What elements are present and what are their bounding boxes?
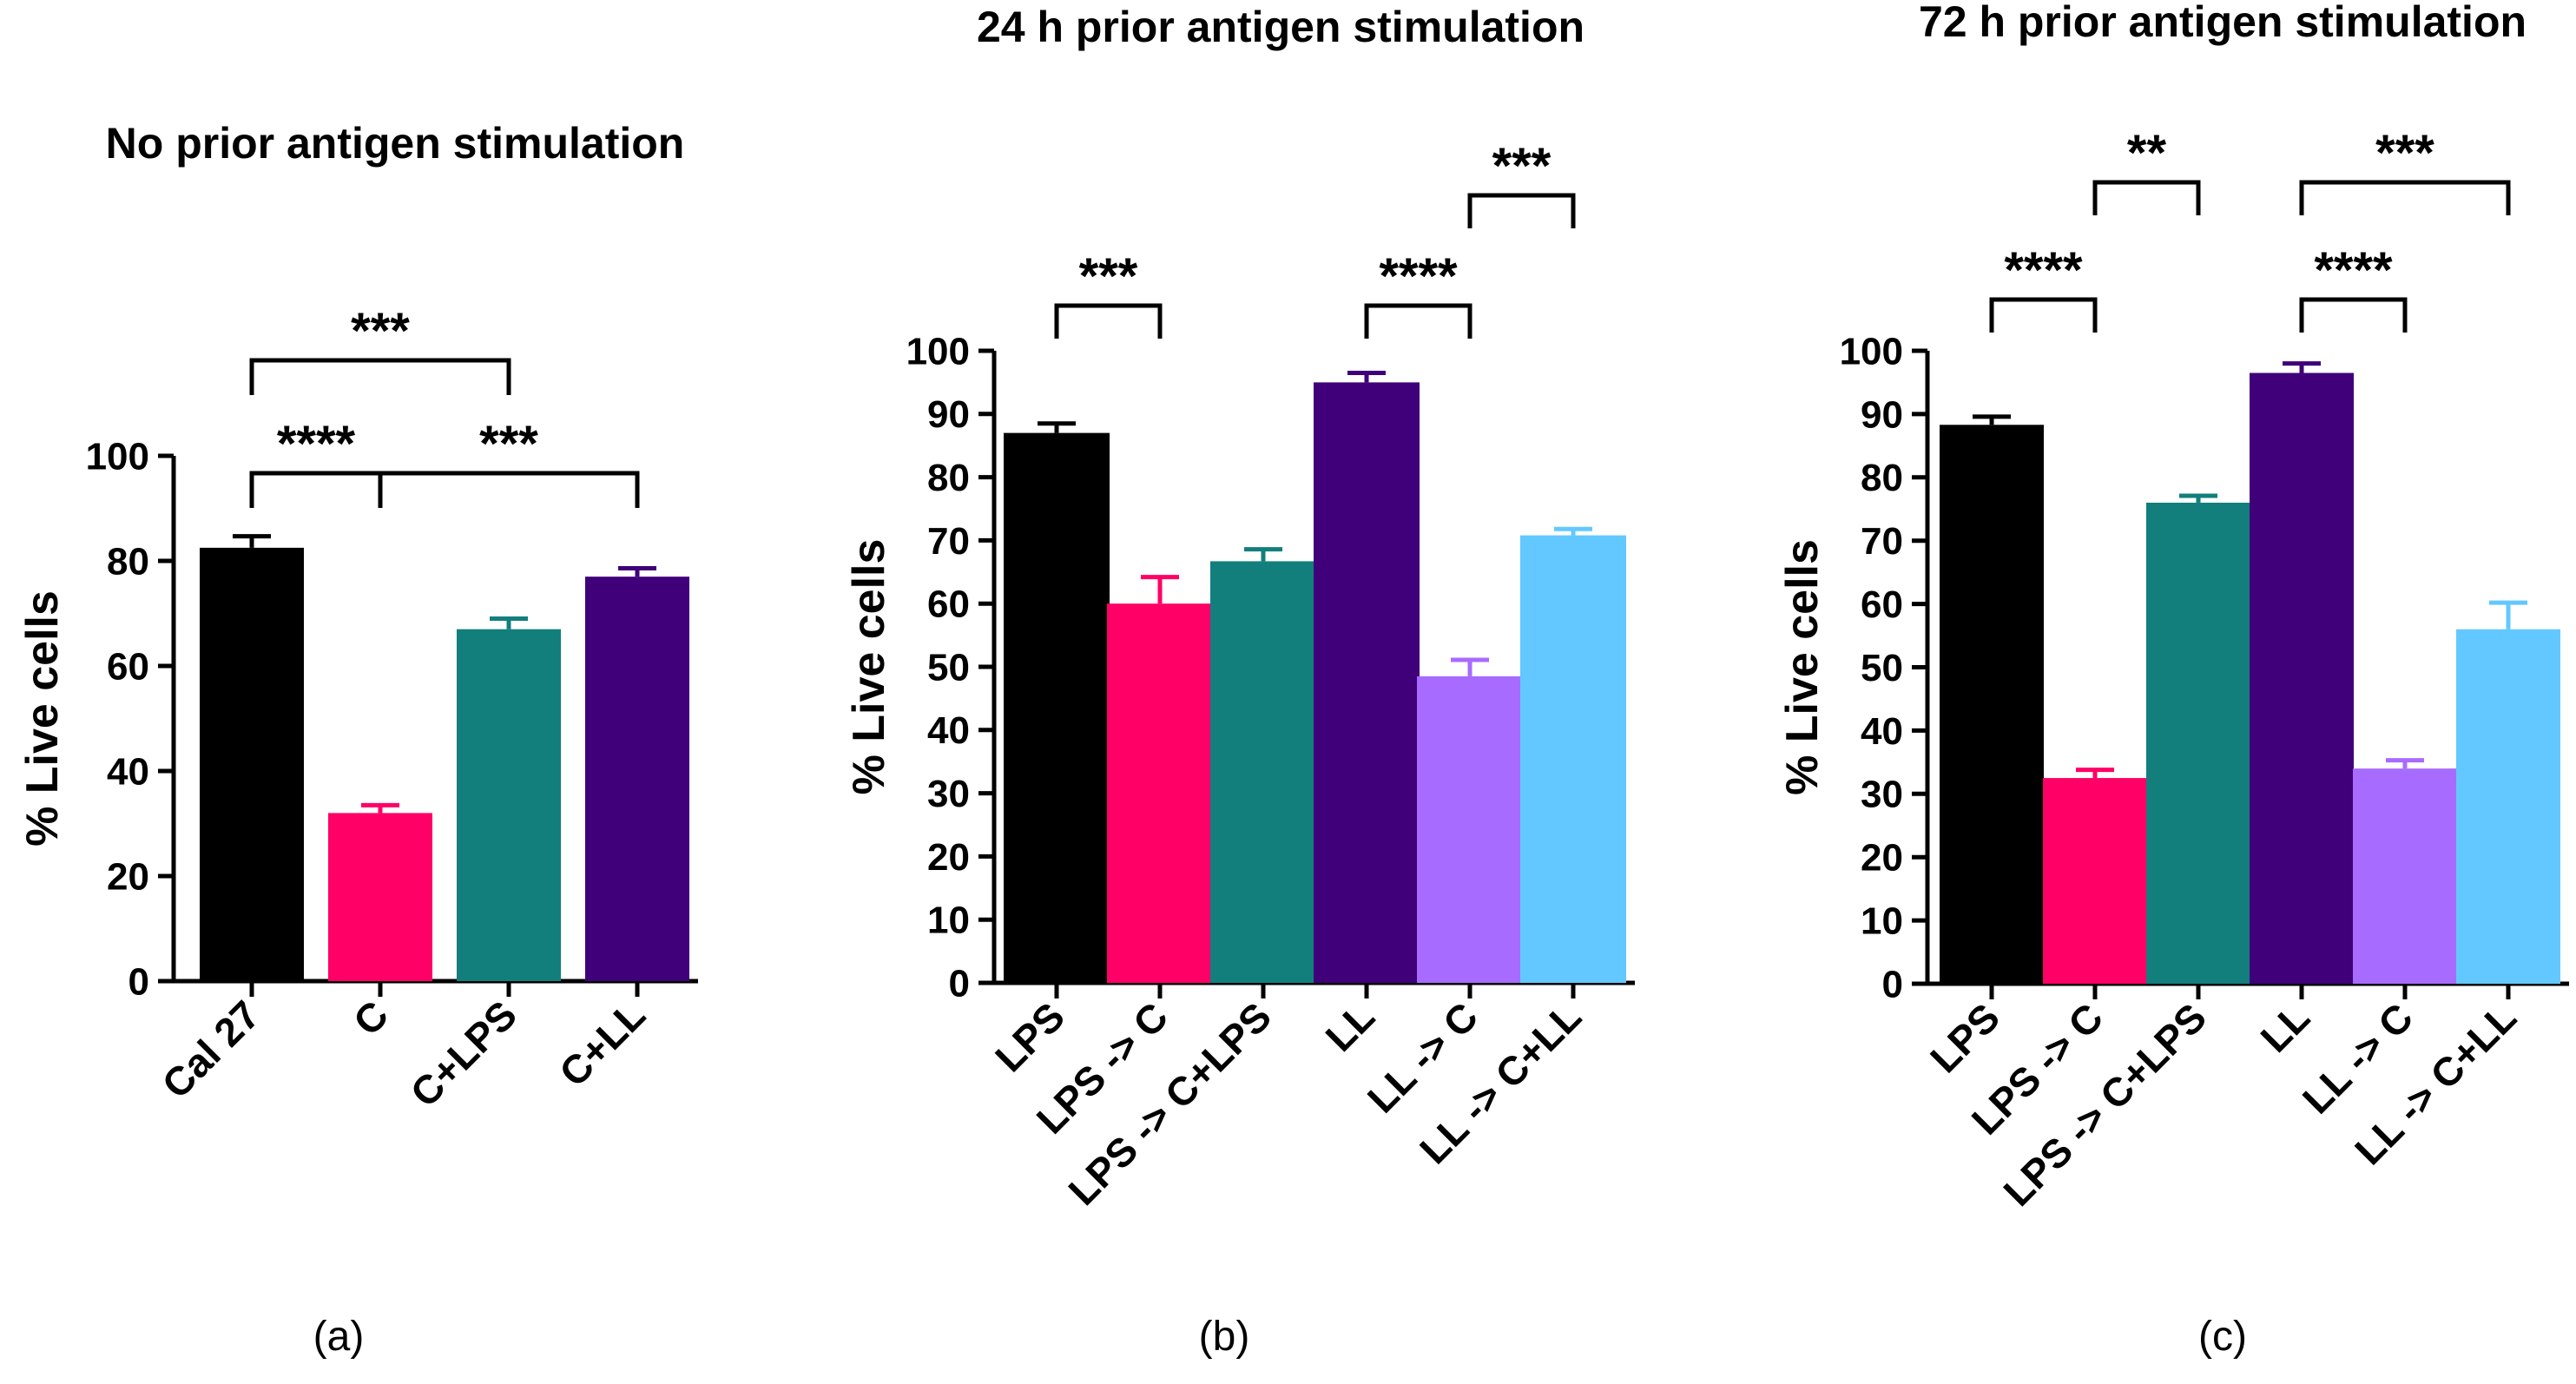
y-tick-label: 0 (949, 962, 970, 1005)
bar (457, 629, 561, 981)
bar (2353, 768, 2457, 984)
y-tick-label: 50 (1861, 647, 1903, 689)
y-tick-label: 0 (1882, 963, 1903, 1005)
chart-panel-a: No prior antigen stimulation % Live cells… (17, 119, 698, 1360)
y-axis-label: % Live cells (1777, 539, 1828, 795)
significance-label: *** (1079, 248, 1138, 305)
bar (2250, 372, 2354, 984)
y-tick-label: 40 (107, 750, 149, 793)
x-tick-label: C+LPS (402, 992, 526, 1116)
y-tick-label: 10 (927, 900, 970, 942)
y-tick-label: 80 (927, 457, 970, 499)
y-tick-label: 60 (1861, 583, 1903, 626)
bar (1417, 676, 1523, 983)
significance-bracket (2092, 180, 2201, 215)
x-tick-label: LPS (986, 993, 1073, 1080)
significance-label: **** (2314, 242, 2393, 299)
chart-title: 72 h prior antigen stimulation (1919, 0, 2527, 46)
x-tick-label: LPS (1921, 994, 2008, 1081)
bar (1210, 561, 1316, 983)
significance-bracket (2299, 297, 2408, 333)
y-tick-label: 90 (1861, 393, 1903, 436)
y-tick-label: 60 (927, 583, 970, 626)
significance-label: **** (1379, 248, 1458, 305)
bar (585, 577, 689, 981)
y-tick-label: 100 (1840, 330, 1903, 372)
significance-label: ** (2127, 125, 2167, 181)
x-tick-label: Cal 27 (153, 992, 268, 1107)
y-axis-label: % Live cells (844, 539, 894, 795)
bar (1940, 425, 2044, 985)
y-tick-label: 30 (1861, 774, 1903, 816)
y-tick-label: 70 (1861, 520, 1903, 563)
x-tick-label: C (345, 992, 397, 1044)
significance-bracket (1054, 303, 1163, 339)
y-tick-label: 20 (107, 855, 149, 898)
chart-panel-b: 24 h prior antigen stimulation % Live cel… (844, 3, 1635, 1360)
y-tick-label: 40 (927, 709, 970, 752)
y-tick-label: 0 (128, 960, 149, 1003)
bar (2146, 502, 2250, 984)
significance-bracket (1364, 303, 1472, 339)
y-axis-label: % Live cells (17, 590, 68, 847)
significance-label: *** (351, 303, 410, 359)
y-tick-label: 100 (86, 435, 149, 478)
significance-label: **** (277, 416, 356, 472)
chart-title: 24 h prior antigen stimulation (977, 3, 1584, 51)
bar (328, 813, 432, 981)
y-tick-label: 90 (927, 393, 970, 436)
bar (1107, 603, 1213, 983)
y-tick-label: 30 (927, 773, 970, 815)
y-tick-label: 70 (927, 520, 970, 563)
y-tick-label: 10 (1861, 900, 1903, 943)
significance-bracket (1467, 193, 1576, 228)
y-tick-label: 20 (1861, 837, 1903, 880)
significance-bracket (2299, 180, 2511, 215)
y-tick-label: 40 (1861, 710, 1903, 753)
significance-label: *** (2375, 125, 2434, 181)
y-tick-label: 80 (107, 540, 149, 583)
y-tick-label: 60 (107, 645, 149, 688)
chart-title: No prior antigen stimulation (106, 119, 685, 168)
y-tick-label: 100 (906, 330, 970, 372)
panel-label: (c) (2198, 1314, 2247, 1360)
bar (1314, 382, 1420, 983)
significance-bracket (378, 471, 640, 508)
significance-label: *** (1492, 138, 1552, 194)
significance-bracket (249, 471, 383, 508)
y-tick-label: 50 (927, 646, 970, 689)
significance-label: **** (2004, 242, 2083, 299)
y-tick-label: 20 (927, 836, 970, 879)
panel-label: (a) (313, 1314, 365, 1360)
significance-bracket (1989, 297, 2098, 333)
bar (200, 547, 304, 981)
bar (2043, 778, 2147, 984)
significance-bracket (249, 358, 511, 395)
x-tick-label: C+LL (550, 992, 654, 1095)
x-tick-label: LL (1317, 993, 1384, 1060)
chart-panel-c: 72 h prior antigen stimulation % Live cel… (1777, 0, 2569, 1360)
bar (1004, 432, 1110, 983)
bar (2456, 629, 2560, 984)
x-tick-label: LL (2252, 994, 2319, 1061)
panel-label: (b) (1199, 1314, 1250, 1360)
y-tick-label: 80 (1861, 457, 1903, 499)
significance-label: *** (479, 416, 538, 472)
bar (1520, 535, 1626, 983)
